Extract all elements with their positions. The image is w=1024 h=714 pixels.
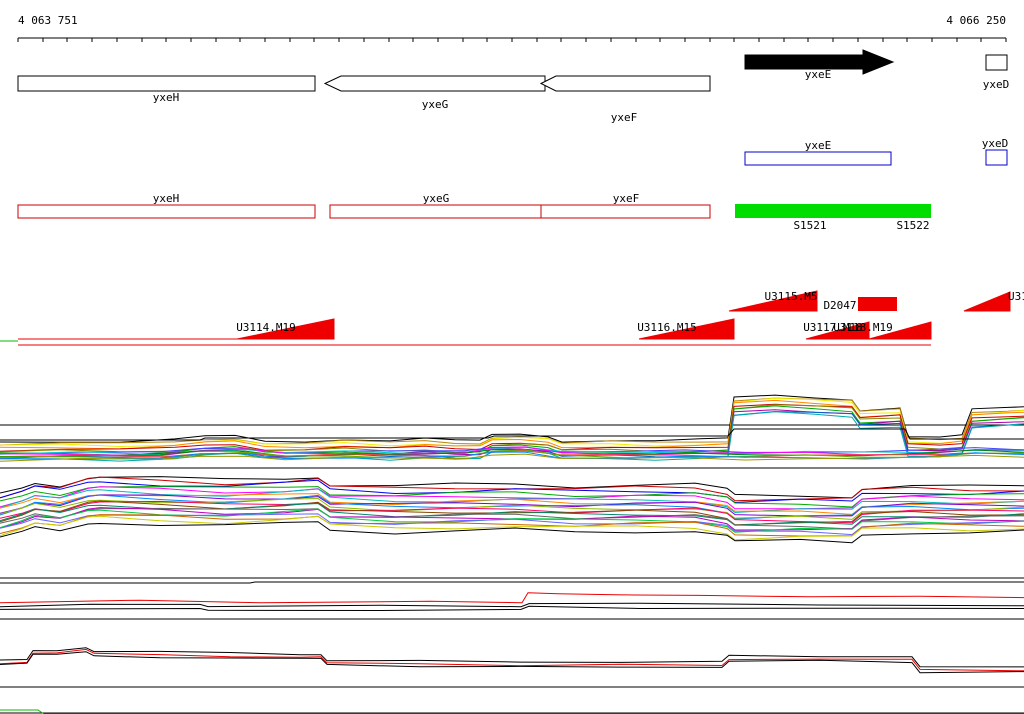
signal-line	[0, 486, 1024, 510]
probe-u3114-m19-label: U3114.M19	[236, 321, 296, 334]
probe-d2047-label: D2047	[823, 299, 856, 312]
signal-line	[0, 647, 1024, 668]
signal-line	[0, 500, 1024, 526]
gene-yxef-orf-row-label: yxeF	[611, 111, 638, 124]
segment-label-s1521: S1521	[793, 219, 826, 232]
segment-label-s1522: S1522	[896, 219, 929, 232]
gene-yxef-red-row-label: yxeF	[613, 192, 640, 205]
probe-u3117-m18[interactable]	[805, 321, 870, 340]
gene-yxeh-red-row-label: yxeH	[153, 192, 180, 205]
probe-u31[interactable]	[963, 291, 1011, 312]
probe-u3116-m15-label: U3116.M15	[637, 321, 697, 334]
gene-yxeh-orf-row[interactable]	[17, 75, 316, 92]
gene-yxeg-orf-row-label: yxeG	[422, 98, 449, 111]
probe-d2047[interactable]	[858, 297, 897, 311]
probe-u31-label: U31	[1008, 290, 1024, 303]
signal-line	[0, 404, 1024, 453]
probe-u3116-m15[interactable]	[638, 318, 735, 340]
probe-u3114-m19[interactable]	[236, 318, 335, 340]
signal-line	[0, 709, 1024, 714]
signal-line	[0, 508, 1024, 533]
segment-bar-green[interactable]	[735, 204, 931, 218]
gene-yxee-orf-row[interactable]	[744, 49, 895, 75]
signal-line	[0, 507, 1024, 531]
gene-yxeg-orf-row[interactable]	[323, 75, 546, 92]
signal-line	[0, 581, 1024, 584]
signal-line	[0, 605, 1024, 612]
signal-line	[0, 500, 1024, 524]
signal-line	[0, 521, 1024, 544]
probe-u3115-m5-label: U3115.M5	[765, 290, 818, 303]
gene-yxed-orf-row-label: yxeD	[983, 78, 1010, 91]
ruler-start-label: 4 063 751	[18, 14, 78, 27]
signal-line	[0, 453, 1024, 462]
signal-line	[0, 476, 1024, 502]
gene-yxeg-red-row-label: yxeG	[423, 192, 450, 205]
signal-line	[0, 449, 1024, 457]
gene-yxee-orf-row-label: yxeE	[805, 68, 832, 81]
probe-u3115-m5[interactable]	[728, 290, 818, 312]
signal-line	[0, 515, 1024, 541]
signal-line	[0, 602, 1024, 608]
probe-u3118-m19-label: U3118.M19	[833, 321, 893, 334]
gene-yxed-blue-row[interactable]	[985, 149, 1008, 166]
gene-yxed-orf-row[interactable]	[985, 54, 1008, 71]
gene-yxeh-orf-row-label: yxeH	[153, 91, 180, 104]
signal-line	[0, 451, 1024, 460]
signal-line	[0, 648, 1024, 672]
signal-line	[0, 592, 1024, 604]
signal-line	[0, 502, 1024, 526]
signal-line	[0, 488, 1024, 514]
gene-yxee-blue-row-label: yxeE	[805, 139, 832, 152]
gene-yxef-red-row[interactable]	[540, 204, 711, 219]
gene-yxef-orf-row[interactable]	[539, 75, 711, 92]
signal-line	[0, 651, 1024, 674]
probe-u3118-m19[interactable]	[868, 321, 932, 340]
gene-yxeh-red-row[interactable]	[17, 204, 316, 219]
probe-u3117-m18-label: U3117.M18	[803, 321, 863, 334]
signal-line	[0, 428, 1024, 441]
gene-yxee-blue-row[interactable]	[744, 151, 892, 166]
ruler-end-label: 4 066 250	[946, 14, 1006, 27]
gene-yxeg-red-row[interactable]	[329, 204, 542, 219]
gene-yxed-blue-row-label: yxeD	[982, 137, 1009, 150]
